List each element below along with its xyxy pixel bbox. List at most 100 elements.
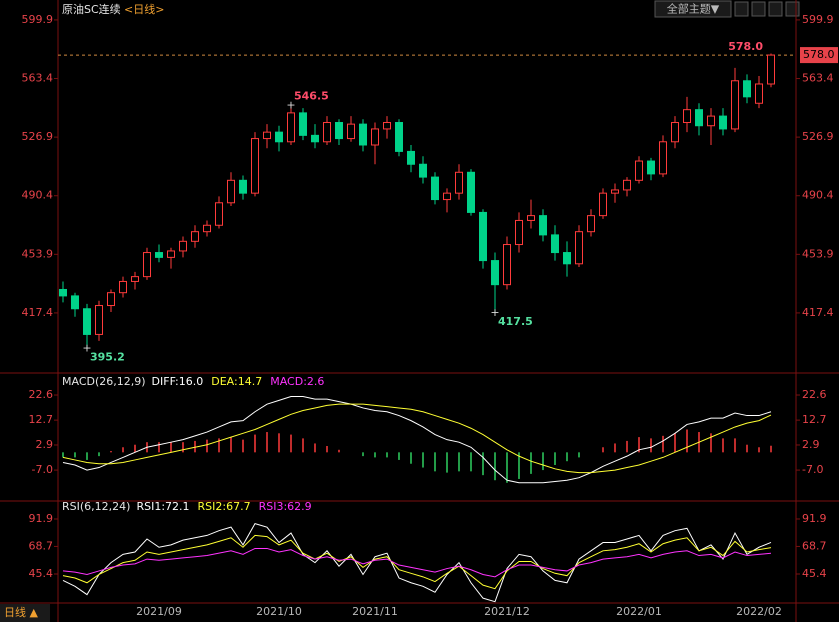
- candle-body: [167, 250, 175, 258]
- extreme-label: 395.2: [90, 351, 125, 364]
- legend-entry: RSI3:62.9: [259, 500, 312, 513]
- y-tick-label: 22.6: [802, 388, 827, 401]
- candle-body: [299, 112, 307, 136]
- candle-body: [347, 123, 355, 140]
- restore-button[interactable]: [768, 1, 783, 17]
- y-tick-label: 526.9: [22, 130, 54, 143]
- candle-body: [647, 160, 655, 175]
- candle-body: [755, 83, 763, 104]
- candle-body: [551, 234, 559, 254]
- candle-body: [383, 122, 391, 130]
- candle-body: [155, 252, 163, 258]
- candle-body: [611, 189, 619, 194]
- theme-button-label[interactable]: 全部主题▼: [667, 2, 720, 16]
- candle-body: [491, 260, 499, 286]
- candle-body: [527, 215, 535, 221]
- legend-entry: DEA:14.7: [211, 375, 262, 388]
- candle-body: [503, 244, 511, 286]
- y-tick-label: 68.7: [802, 539, 827, 552]
- candle-body: [575, 231, 583, 265]
- y-tick-label: 417.4: [22, 306, 54, 319]
- legend-entry: MACD:2.6: [270, 375, 324, 388]
- extreme-label: 546.5: [294, 90, 329, 103]
- y-tick-label: 417.4: [802, 306, 834, 319]
- y-tick-label: 12.7: [802, 413, 827, 426]
- candle-body: [179, 240, 187, 252]
- candle-body: [311, 134, 319, 143]
- candle-body: [215, 202, 223, 226]
- candle-body: [359, 123, 367, 146]
- candle-body: [251, 138, 259, 194]
- close-button[interactable]: [785, 1, 800, 17]
- candle-body: [743, 80, 751, 98]
- y-tick-label: 599.9: [22, 13, 54, 26]
- candle-body: [623, 179, 631, 191]
- period-tab-label[interactable]: 日线 ▲: [4, 605, 38, 619]
- x-tick-label: 2021/10: [256, 605, 302, 618]
- candle-body: [191, 231, 199, 242]
- candle-body: [239, 179, 247, 194]
- candle-body: [719, 115, 727, 130]
- period-tab[interactable]: [0, 604, 50, 622]
- instrument-title: 原油SC连续: [62, 2, 121, 16]
- x-tick-label: 2021/12: [484, 605, 530, 618]
- candle-body: [515, 219, 523, 246]
- extreme-marker: +: [490, 306, 499, 319]
- legend-entry: RSI2:67.7: [198, 500, 251, 513]
- candle-body: [695, 109, 703, 127]
- y-tick-label: 22.6: [29, 388, 54, 401]
- theme-button[interactable]: [654, 0, 732, 18]
- last-price-tag: 578.0: [728, 40, 763, 53]
- candle-body: [95, 305, 103, 335]
- indicator-line: [62, 522, 772, 603]
- candle-body: [287, 112, 295, 143]
- candle-body: [419, 163, 427, 178]
- y-tick-label: 45.4: [802, 567, 827, 580]
- candle-body: [143, 252, 151, 278]
- x-tick-label: 2022/01: [616, 605, 662, 618]
- candle-body: [275, 131, 283, 143]
- indicator-line: [62, 534, 772, 590]
- extreme-marker: +: [286, 99, 295, 112]
- candle-body: [587, 215, 595, 233]
- y-tick-label: 563.4: [802, 72, 834, 85]
- y-tick-label: 12.7: [29, 413, 54, 426]
- y-tick-label: 91.9: [29, 512, 54, 525]
- indicator-line: [62, 396, 772, 484]
- legend-entry: DIFF:16.0: [152, 375, 204, 388]
- y-tick-label: 453.9: [802, 247, 834, 260]
- x-tick-label: 2021/09: [136, 605, 182, 618]
- period-label: <日线>: [124, 2, 164, 16]
- extreme-label: 417.5: [498, 315, 533, 328]
- candle-body: [323, 122, 331, 143]
- candle-body: [371, 128, 379, 146]
- indicator-line: [62, 403, 772, 474]
- minus-button[interactable]: [734, 1, 749, 17]
- candle-body: [443, 192, 451, 201]
- candle-body: [131, 276, 139, 282]
- y-tick-label: 526.9: [802, 130, 834, 143]
- y-tick-label: 453.9: [22, 247, 54, 260]
- layout-button[interactable]: [751, 1, 766, 17]
- candle-body: [83, 308, 91, 335]
- candle-body: [683, 109, 691, 124]
- y-tick-label: 45.4: [29, 567, 54, 580]
- candle-body: [407, 150, 415, 165]
- candle-body: [455, 171, 463, 194]
- y-tick-label: 68.7: [29, 539, 54, 552]
- y-tick-label: 2.9: [802, 438, 820, 451]
- x-tick-label: 2022/02: [736, 605, 782, 618]
- candle-body: [767, 54, 775, 85]
- candle-body: [227, 179, 235, 204]
- extreme-marker: +: [82, 342, 91, 355]
- candle-body: [731, 80, 739, 130]
- candle-body: [659, 141, 667, 175]
- candle-body: [203, 224, 211, 233]
- candle-body: [71, 295, 79, 310]
- y-tick-label: 490.4: [802, 189, 834, 202]
- candle-body: [563, 252, 571, 265]
- candle-body: [635, 160, 643, 181]
- y-tick-label: 599.9: [802, 13, 834, 26]
